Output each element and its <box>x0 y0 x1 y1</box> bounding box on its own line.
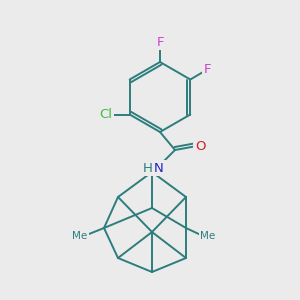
Text: N: N <box>154 161 164 175</box>
Text: Me: Me <box>72 231 88 241</box>
Text: H: H <box>143 161 153 175</box>
Text: O: O <box>195 140 205 152</box>
Text: Cl: Cl <box>99 108 112 121</box>
Text: Me: Me <box>200 231 216 241</box>
Text: F: F <box>156 35 164 49</box>
Text: F: F <box>204 63 211 76</box>
